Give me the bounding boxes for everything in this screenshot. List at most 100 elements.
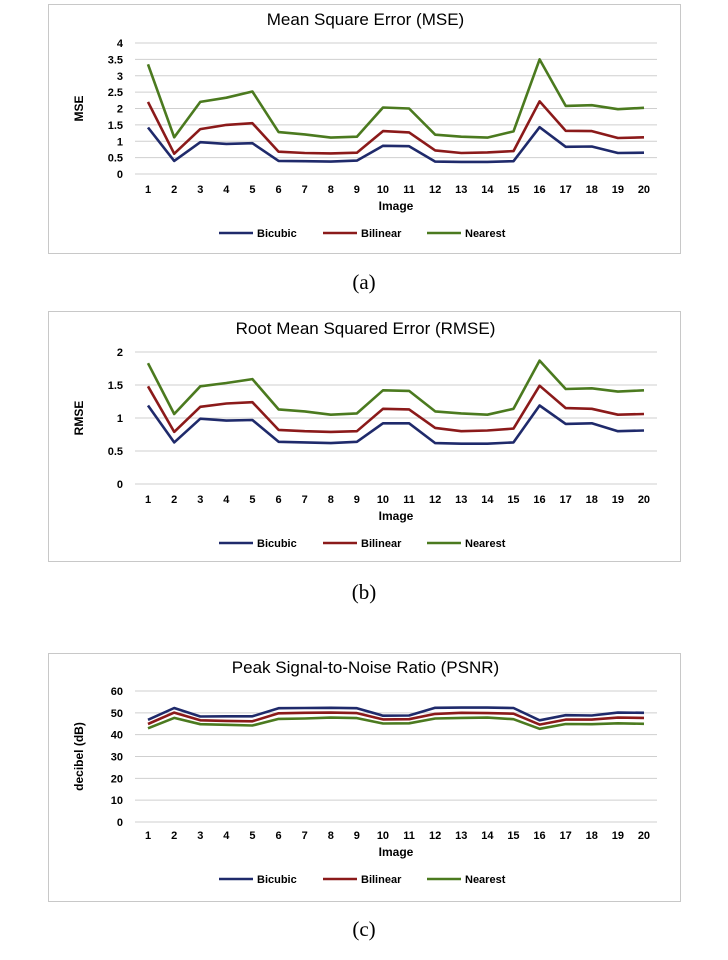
chart2-title: Root Mean Squared Error (RMSE) xyxy=(236,319,496,338)
rmse-chart-svg: Root Mean Squared Error (RMSE) 0 0.5 1 1.5 2 1… xyxy=(72,319,657,550)
chart2-ytick-label: 0.5 xyxy=(108,446,123,458)
chart3-xtick-label: 17 xyxy=(560,830,572,842)
chart2-xtick-label: 8 xyxy=(328,494,334,506)
chart1-legend-label-bilinear: Bilinear xyxy=(361,228,402,240)
chart3-xtick-label: 19 xyxy=(612,830,624,842)
chart1-ytick-label: 1 xyxy=(117,136,123,148)
chart3-xtick-label: 3 xyxy=(197,830,203,842)
chart2-xtick-label: 10 xyxy=(377,494,389,506)
chart1-xtick-label: 15 xyxy=(507,184,519,196)
chart1-ytick-label: 0.5 xyxy=(108,153,123,165)
chart1-xtick-label: 4 xyxy=(223,184,230,196)
chart1-title: Mean Square Error (MSE) xyxy=(267,10,464,29)
chart3-title: Peak Signal-to-Noise Ratio (PSNR) xyxy=(232,658,499,677)
chart3-line-bicubic xyxy=(147,706,645,722)
psnr-chart: Peak Signal-to-Noise Ratio (PSNR) 0 10 20 30… xyxy=(48,653,681,902)
chart3-ytick-label: 40 xyxy=(111,730,123,742)
chart1-legend-label-bicubic: Bicubic xyxy=(257,228,297,240)
chart1-ytick-label: 3.5 xyxy=(108,54,123,66)
chart2-xtick-label: 18 xyxy=(586,494,598,506)
chart2-xtick-label: 11 xyxy=(403,494,415,506)
chart1-xtick-label: 8 xyxy=(328,184,334,196)
chart3-ytick-label: 10 xyxy=(111,795,123,807)
chart1-xtick-label: 16 xyxy=(533,184,545,196)
chart3-xtick-label: 8 xyxy=(328,830,334,842)
rmse-chart: Root Mean Squared Error (RMSE) 0 0.5 1 1.5 2 1… xyxy=(48,311,681,562)
chart2-legend-label-bilinear: Bilinear xyxy=(361,538,402,550)
chart3-xtick-label: 7 xyxy=(302,830,308,842)
chart2-xtick-label: 7 xyxy=(302,494,308,506)
chart3-line-bilinear xyxy=(147,711,645,726)
chart1-xtick-label: 3 xyxy=(197,184,203,196)
chart3-xtick-label: 13 xyxy=(455,830,467,842)
chart1-line-bicubic xyxy=(146,125,645,164)
chart3-legend-label-nearest: Nearest xyxy=(465,874,506,886)
chart1-xtick-label: 19 xyxy=(612,184,624,196)
chart3-legend-label-bilinear: Bilinear xyxy=(361,874,402,886)
chart3-ytick-label: 30 xyxy=(111,752,123,764)
chart1-xtick-label: 9 xyxy=(354,184,360,196)
chart2-xtick-label: 12 xyxy=(429,494,441,506)
chart1-xtick-label: 2 xyxy=(171,184,177,196)
chart2-xtick-label: 16 xyxy=(533,494,545,506)
mse-chart: Mean Square Error (MSE) 0 0.5 1 1.5 2 2.5 3 3.5 4… xyxy=(48,4,681,254)
chart1-line-bilinear xyxy=(146,100,645,155)
chart2-xtick-label: 13 xyxy=(455,494,467,506)
chart2-yaxis-label: RMSE xyxy=(72,401,86,436)
chart3-xtick-label: 11 xyxy=(403,830,415,842)
chart1-xtick-label: 17 xyxy=(560,184,572,196)
chart1-xtick-label: 20 xyxy=(638,184,650,196)
chart3-xtick-label: 20 xyxy=(638,830,650,842)
caption-a: (a) xyxy=(352,270,376,294)
chart3-ytick-label: 20 xyxy=(111,773,123,785)
chart2-xtick-label: 3 xyxy=(197,494,203,506)
chart3-xtick-label: 1 xyxy=(145,830,151,842)
chart1-ytick-label: 0 xyxy=(117,169,123,181)
chart1-xtick-label: 18 xyxy=(586,184,598,196)
chart1-xtick-label: 11 xyxy=(403,184,415,196)
chart3-yaxis-label: decibel (dB) xyxy=(72,722,86,791)
chart3-xtick-label: 5 xyxy=(249,830,255,842)
chart2-line-bicubic xyxy=(146,404,645,445)
chart2-ytick-label: 0 xyxy=(117,479,123,491)
chart2-line-nearest xyxy=(146,359,645,416)
chart2-xaxis-label: Image xyxy=(379,509,414,523)
chart1-legend-label-nearest: Nearest xyxy=(465,228,506,240)
chart1-xtick-label: 12 xyxy=(429,184,441,196)
chart1-line-nearest xyxy=(146,58,645,139)
chart3-ytick-label: 60 xyxy=(111,686,123,698)
chart3-xtick-label: 2 xyxy=(171,830,177,842)
chart3-xtick-label: 12 xyxy=(429,830,441,842)
chart2-ytick-label: 1 xyxy=(117,413,123,425)
chart1-ytick-label: 2.5 xyxy=(108,87,123,99)
chart1-xtick-label: 10 xyxy=(377,184,389,196)
chart2-xtick-label: 6 xyxy=(275,494,281,506)
chart2-line-bilinear xyxy=(146,384,645,434)
chart3-ytick-label: 0 xyxy=(117,817,123,829)
chart2-xtick-label: 9 xyxy=(354,494,360,506)
chart3-xtick-label: 14 xyxy=(481,830,494,842)
chart2-legend-label-bicubic: Bicubic xyxy=(257,538,297,550)
mse-chart-svg: Mean Square Error (MSE) 0 0.5 1 1.5 2 2.5 3 3.5 4… xyxy=(72,10,657,240)
chart2-ytick-label: 1.5 xyxy=(108,380,123,392)
chart2-xtick-label: 20 xyxy=(638,494,650,506)
chart1-xtick-label: 5 xyxy=(249,184,255,196)
caption-c: (c) xyxy=(352,917,376,941)
chart2-xtick-label: 17 xyxy=(560,494,572,506)
chart3-xtick-label: 9 xyxy=(354,830,360,842)
psnr-chart-svg: Peak Signal-to-Noise Ratio (PSNR) 0 10 20 30… xyxy=(72,658,657,886)
chart3-xtick-label: 18 xyxy=(586,830,598,842)
chart1-xtick-label: 1 xyxy=(145,184,151,196)
chart1-xaxis-label: Image xyxy=(379,199,414,213)
chart1-ytick-label: 1.5 xyxy=(108,120,123,132)
chart1-xtick-label: 14 xyxy=(481,184,494,196)
chart2-xtick-label: 19 xyxy=(612,494,624,506)
caption-b: (b) xyxy=(351,580,377,604)
chart1-ytick-label: 2 xyxy=(117,104,123,116)
chart1-xtick-label: 13 xyxy=(455,184,467,196)
chart2-ytick-label: 2 xyxy=(117,347,123,359)
chart2-xtick-label: 1 xyxy=(145,494,151,506)
chart2-legend-label-nearest: Nearest xyxy=(465,538,506,550)
chart2-xtick-label: 5 xyxy=(249,494,255,506)
chart3-xtick-label: 15 xyxy=(507,830,519,842)
